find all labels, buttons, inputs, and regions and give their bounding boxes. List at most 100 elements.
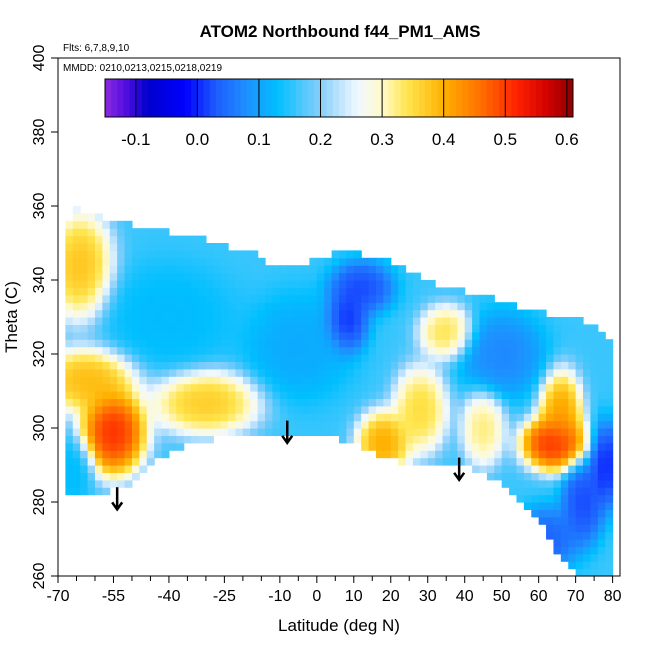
heatmap-cell: [228, 398, 237, 407]
heatmap-cell: [435, 287, 444, 296]
heatmap-cell: [242, 324, 251, 333]
heatmap-cell: [117, 361, 126, 370]
heatmap-cell: [449, 457, 458, 466]
colorbar-swatch: [123, 79, 131, 117]
heatmap-cell: [250, 287, 259, 296]
heatmap-cell: [146, 428, 155, 436]
heatmap-cell: [427, 398, 436, 407]
heatmap-cell: [287, 294, 296, 303]
heatmap-cell: [486, 450, 495, 459]
heatmap-cell: [553, 331, 562, 340]
heatmap-cell: [568, 376, 577, 385]
heatmap-cell: [553, 450, 562, 459]
heatmap-cell: [87, 324, 96, 333]
colorbar-swatch: [499, 79, 506, 117]
heatmap-cell: [109, 368, 118, 377]
heatmap-cell: [560, 413, 569, 422]
heatmap-cell: [161, 339, 170, 348]
heatmap-cell: [523, 324, 532, 333]
heatmap-cell: [183, 243, 192, 251]
heatmap-cell: [412, 331, 421, 340]
heatmap-cell: [494, 398, 503, 407]
heatmap-cell: [605, 539, 614, 547]
heatmap-cell: [361, 398, 370, 407]
colorbar-swatch: [523, 79, 531, 117]
heatmap-cell: [228, 287, 237, 296]
heatmap-cell: [412, 435, 421, 444]
heatmap-cell: [257, 398, 266, 407]
heatmap-cell: [294, 331, 303, 340]
heatmap-cell: [257, 413, 266, 422]
heatmap-cell: [420, 428, 429, 436]
heatmap-cell: [183, 280, 192, 288]
heatmap-cell: [161, 376, 170, 385]
heatmap-cell: [176, 294, 185, 303]
colorbar-swatch: [209, 79, 217, 117]
heatmap-cell: [109, 465, 118, 473]
heatmap-cell: [139, 331, 148, 340]
heatmap-cell: [80, 472, 89, 481]
heatmap-cell: [250, 250, 259, 259]
heatmap-cell: [398, 265, 407, 274]
heatmap-cell: [538, 435, 547, 444]
heatmap-cell: [346, 331, 355, 340]
heatmap-cell: [205, 257, 214, 266]
heatmap-cell: [501, 309, 510, 318]
heatmap-cell: [87, 243, 96, 251]
heatmap-cell: [257, 391, 266, 399]
heatmap-cell: [538, 420, 547, 429]
heatmap-cell: [479, 442, 488, 451]
heatmap-cell: [87, 339, 96, 348]
colorbar-swatch: [351, 79, 358, 117]
heatmap-cell: [94, 361, 103, 370]
heatmap-cell: [486, 309, 495, 318]
heatmap-cell: [294, 324, 303, 333]
heatmap-cell: [87, 235, 96, 244]
heatmap-cell: [72, 487, 81, 496]
heatmap-cell: [605, 413, 614, 422]
heatmap-cell: [590, 539, 599, 547]
heatmap-cell: [442, 309, 451, 318]
heatmap-cell: [435, 331, 444, 340]
heatmap-cell: [597, 509, 606, 518]
heatmap-cell: [427, 442, 436, 451]
arrow-head: [111, 501, 124, 512]
heatmap-cell: [560, 553, 569, 562]
heatmap-cell: [457, 302, 466, 311]
heatmap-cell: [398, 287, 407, 296]
heatmap-cell: [65, 272, 74, 281]
heatmap-cell: [242, 294, 251, 303]
heatmap-cell: [183, 331, 192, 340]
heatmap-cell: [464, 309, 473, 318]
heatmap-cell: [279, 420, 288, 429]
heatmap-cell: [538, 309, 547, 318]
heatmap-cell: [449, 428, 458, 436]
heatmap-cell: [265, 309, 274, 318]
heatmap-cell: [168, 398, 177, 407]
heatmap-cell: [124, 450, 133, 459]
colorbar-swatch: [117, 79, 124, 117]
heatmap-cell: [516, 346, 525, 355]
heatmap-cell: [546, 472, 555, 481]
heatmap-cell: [65, 302, 74, 311]
heatmap-cell: [80, 450, 89, 459]
heatmap-cell: [80, 361, 89, 370]
heatmap-cell: [87, 487, 96, 496]
heatmap-cell: [235, 420, 244, 429]
heatmap-cell: [250, 265, 259, 274]
colorbar-swatch: [431, 79, 439, 117]
heatmap-cell: [464, 457, 473, 466]
heatmap-cell: [213, 405, 222, 414]
heatmap-cell: [228, 317, 237, 325]
heatmap-cell: [605, 442, 614, 451]
heatmap-cell: [117, 257, 126, 266]
heatmap-cell: [546, 331, 555, 340]
heatmap-cell: [220, 317, 229, 325]
heatmap-cell: [501, 442, 510, 451]
heatmap-cell: [191, 435, 200, 444]
heatmap-cell: [575, 435, 584, 444]
heatmap-cell: [538, 502, 547, 510]
heatmap-cell: [590, 524, 599, 533]
heatmap-cell: [346, 383, 355, 392]
colorbar-swatch: [382, 79, 389, 117]
